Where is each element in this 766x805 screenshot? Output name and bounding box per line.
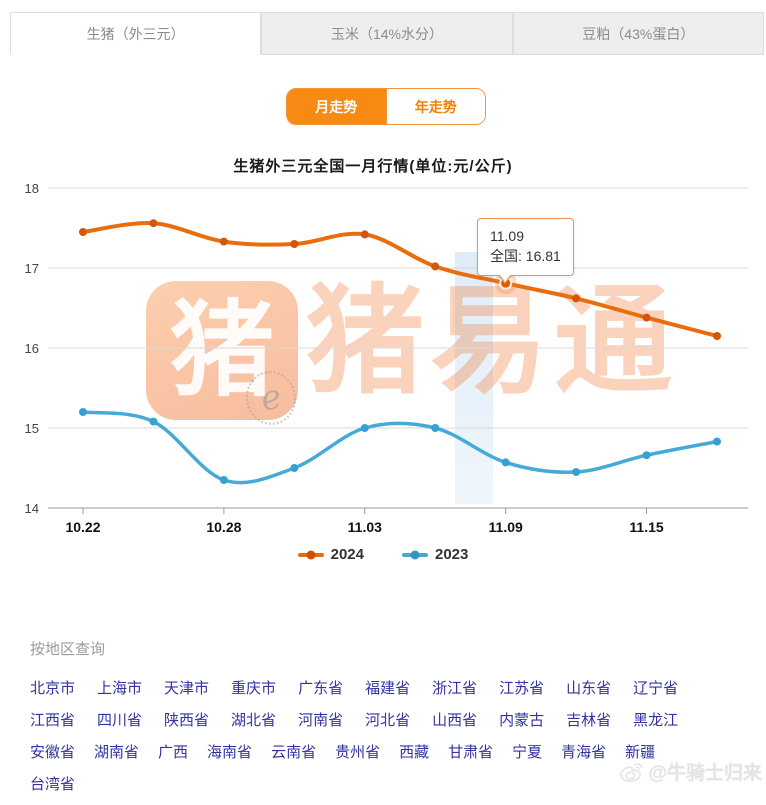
tab-soybean-meal[interactable]: 豆粕（43%蛋白） (512, 12, 764, 55)
trend-toggle: 月走势 年走势 (286, 88, 486, 125)
monthly-trend-button[interactable]: 月走势 (287, 89, 386, 124)
legend-marker (297, 550, 324, 559)
region-link-宁夏[interactable]: 宁夏 (512, 744, 543, 761)
legend-label: 2023 (435, 546, 469, 563)
svg-text:15: 15 (25, 421, 39, 436)
region-link-江苏省[interactable]: 江苏省 (499, 680, 545, 697)
legend-item-2023[interactable]: 2023 (402, 546, 468, 563)
tooltip-value: 全国: 16.81 (490, 248, 561, 265)
region-link-青海省[interactable]: 青海省 (561, 744, 607, 761)
region-row: 北京市 上海市 天津市 重庆市 广东省 福建省 浙江省 江苏省 山东省 辽宁省 (30, 677, 746, 698)
svg-text:10.28: 10.28 (206, 519, 241, 535)
region-link-四川省[interactable]: 四川省 (97, 712, 143, 729)
region-link-云南省[interactable]: 云南省 (271, 744, 317, 761)
region-link-吉林省[interactable]: 吉林省 (566, 712, 612, 729)
price-trend-chart: 18 17 16 15 14 10.22 10.28 11.03 11.09 11.15 (25, 181, 748, 535)
chart-tooltip: 11.09 全国: 16.81 (477, 218, 574, 284)
region-link-北京市[interactable]: 北京市 (30, 680, 76, 697)
region-link-福建省[interactable]: 福建省 (365, 680, 411, 697)
region-link-陕西省[interactable]: 陕西省 (164, 712, 210, 729)
svg-text:10.22: 10.22 (65, 519, 100, 535)
region-link-江西省[interactable]: 江西省 (30, 712, 76, 729)
region-link-湖北省[interactable]: 湖北省 (231, 712, 277, 729)
commodity-tabs: 生猪（外三元） 玉米（14%水分） 豆粕（43%蛋白） (10, 12, 764, 55)
tooltip-date: 11.09 (490, 228, 524, 244)
svg-text:14: 14 (25, 501, 39, 516)
region-row: 江西省 四川省 陕西省 湖北省 河南省 河北省 山西省 内蒙古 吉林省 黑龙江 (30, 709, 746, 730)
legend-label: 2024 (330, 546, 364, 563)
svg-text:11.15: 11.15 (629, 519, 663, 535)
region-link-安徽省[interactable]: 安徽省 (30, 744, 76, 761)
region-link-浙江省[interactable]: 浙江省 (432, 680, 478, 697)
region-link-台湾省[interactable]: 台湾省 (30, 776, 76, 793)
legend-marker (402, 550, 428, 559)
region-link-上海市[interactable]: 上海市 (97, 680, 143, 697)
svg-text:16: 16 (25, 341, 39, 356)
region-link-湖南省[interactable]: 湖南省 (94, 744, 140, 761)
region-link-西藏[interactable]: 西藏 (399, 744, 430, 761)
region-link-grid: 北京市 上海市 天津市 重庆市 广东省 福建省 浙江省 江苏省 山东省 辽宁省 江西省 四川省 陕西省湖… (30, 677, 746, 794)
credit-text: @牛骑士归来 (648, 763, 762, 784)
region-link-天津市[interactable]: 天津市 (164, 680, 210, 697)
tab-corn[interactable]: 玉米（14%水分） (261, 12, 513, 55)
svg-text:17: 17 (25, 261, 39, 276)
svg-text:11.03: 11.03 (348, 519, 382, 535)
region-link-海南省[interactable]: 海南省 (207, 744, 253, 761)
yearly-trend-button[interactable]: 年走势 (385, 89, 485, 124)
svg-text:11.09: 11.09 (489, 519, 523, 535)
region-link-重庆市[interactable]: 重庆市 (231, 680, 277, 697)
legend-marker-dot (410, 550, 420, 559)
legend-item-2024[interactable]: 2024 (297, 546, 364, 563)
region-link-广西[interactable]: 广西 (158, 744, 189, 761)
tab-pig[interactable]: 生猪（外三元） (10, 12, 262, 55)
chart-title: 生猪外三元全国一月行情(单位:元/公斤) (233, 158, 513, 175)
region-link-新疆[interactable]: 新疆 (625, 744, 656, 761)
legend-marker-dot (306, 550, 316, 559)
region-link-河南省[interactable]: 河南省 (298, 712, 344, 729)
region-link-广东省[interactable]: 广东省 (298, 680, 344, 697)
region-link-甘肃省[interactable]: 甘肃省 (448, 744, 494, 761)
region-link-河北省[interactable]: 河北省 (365, 712, 411, 729)
weibo-icon (620, 763, 644, 782)
chart-legend: 2024 2023 (0, 546, 766, 563)
region-link-山东省[interactable]: 山东省 (566, 680, 612, 697)
weibo-credit-watermark: @牛骑士归来 (620, 758, 762, 785)
region-link-内蒙古[interactable]: 内蒙古 (499, 712, 545, 729)
region-row: 安徽省 湖南省 广西 海南省 云南省 贵州省 西藏 甘肃省 宁夏 青海省 新疆 (30, 741, 746, 762)
region-query-section: 按地区查询 北京市 上海市 天津市 重庆市 广东省 福建省 浙江省 江苏省 山东省 辽宁省江西省 四… (30, 638, 746, 805)
region-link-黑龙江[interactable]: 黑龙江 (633, 712, 679, 729)
region-link-辽宁省[interactable]: 辽宁省 (633, 680, 679, 697)
svg-text:18: 18 (25, 181, 39, 196)
region-link-山西省[interactable]: 山西省 (432, 712, 478, 729)
region-section-title: 按地区查询 (30, 641, 106, 658)
region-link-贵州省[interactable]: 贵州省 (335, 744, 381, 761)
